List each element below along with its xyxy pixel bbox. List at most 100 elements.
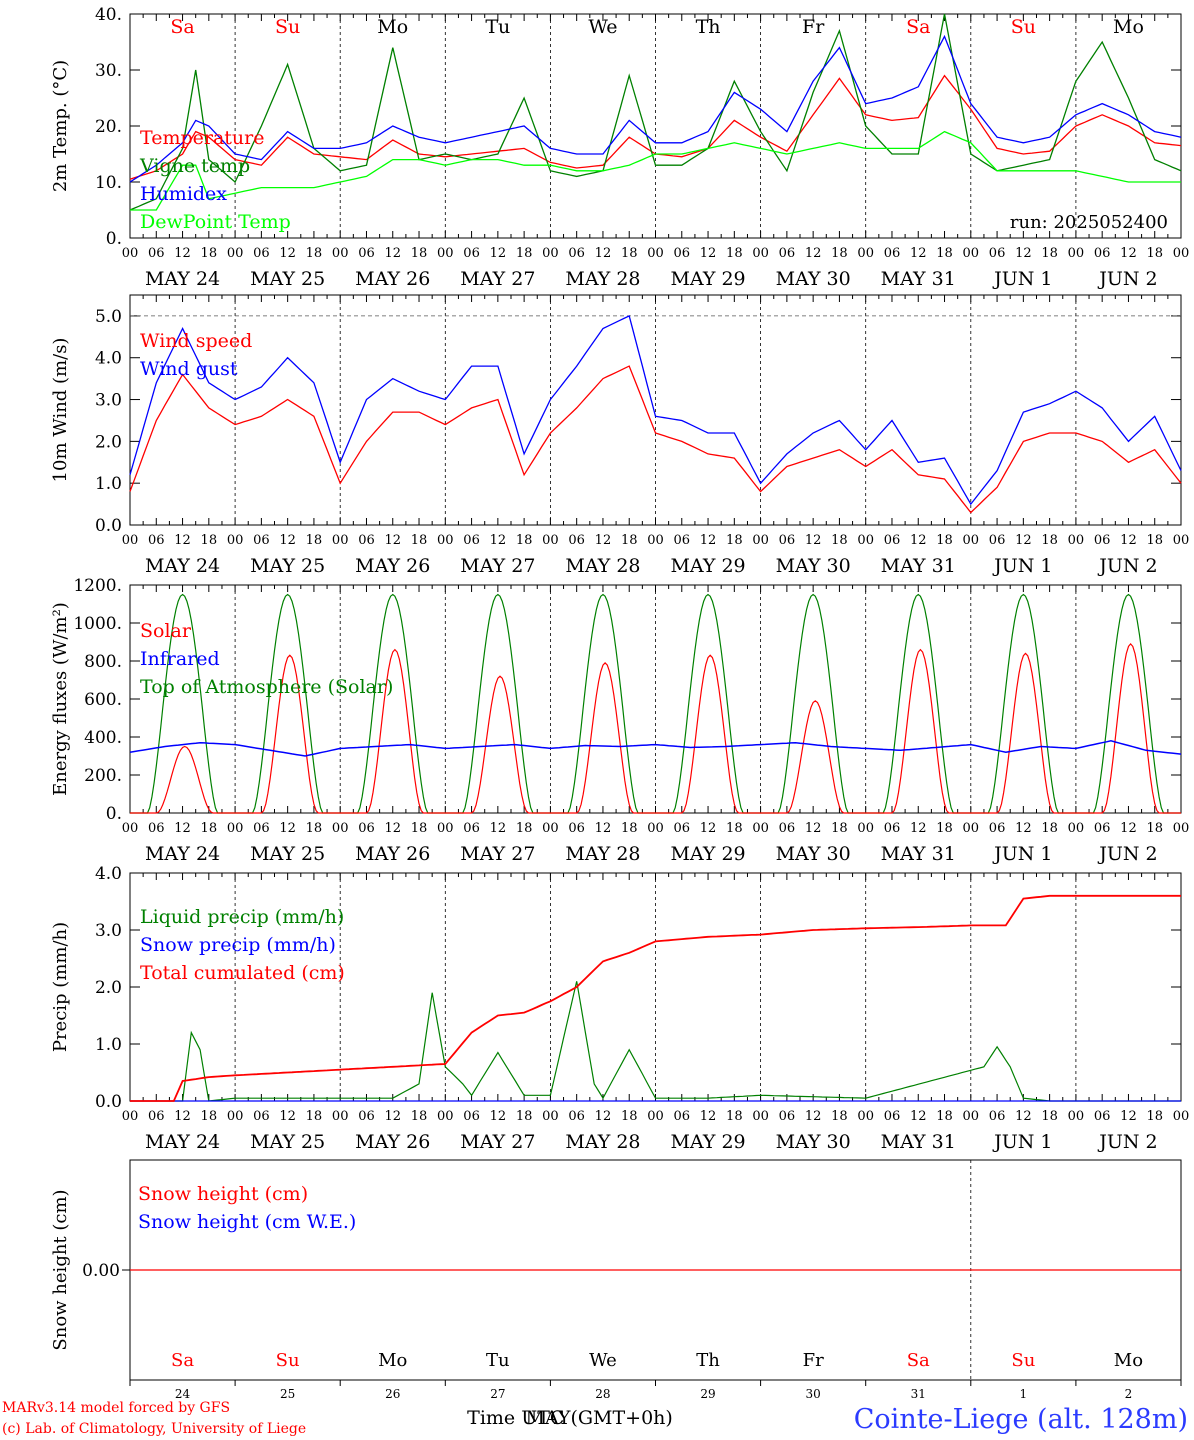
hour-tick-label: 12 — [1015, 1109, 1032, 1124]
hour-tick-label: 12 — [1015, 533, 1032, 548]
date-label: MAY 27 — [460, 843, 535, 865]
hour-tick-label: 06 — [253, 821, 270, 836]
hour-tick-label: 00 — [437, 1109, 454, 1124]
hour-tick-label: 12 — [805, 533, 822, 548]
hour-tick-label: 00 — [752, 1109, 769, 1124]
weekday-label: Mo — [1114, 1350, 1143, 1371]
date-label: MAY 27 — [460, 555, 535, 577]
hour-tick-label: 12 — [910, 246, 927, 261]
hour-tick-label: 00 — [1068, 1109, 1085, 1124]
series-line-liquid-precip-mm-h- — [130, 981, 1181, 1102]
hour-tick-label: 18 — [1146, 1109, 1163, 1124]
hour-tick-label: 12 — [384, 533, 401, 548]
date-label: MAY 24 — [145, 555, 220, 577]
hour-tick-label: 00 — [542, 246, 559, 261]
y-axis-label: Snow height (cm) — [50, 1189, 71, 1350]
date-label: MAY 26 — [355, 843, 430, 865]
lab-credit: (c) Lab. of Climatology, University of L… — [2, 1421, 306, 1437]
legend-entry: Total cumulated (cm) — [140, 962, 345, 984]
hour-tick-label: 18 — [411, 533, 428, 548]
y-axis-label: 2m Temp. (°C) — [50, 60, 71, 192]
hour-tick-label: 18 — [516, 821, 533, 836]
hour-tick-label: 12 — [384, 821, 401, 836]
date-label: MAY 29 — [670, 843, 745, 865]
y-tick-label: 5.0 — [95, 307, 122, 327]
weekday-label: Tu — [485, 16, 510, 38]
month-label: MAY — [526, 1407, 571, 1429]
hour-tick-label: 06 — [463, 821, 480, 836]
day-number-label: 26 — [385, 1387, 400, 1401]
y-tick-label: 4.0 — [95, 349, 122, 369]
hour-tick-label: 06 — [463, 1109, 480, 1124]
hour-tick-label: 12 — [174, 246, 191, 261]
hour-tick-label: 18 — [306, 1109, 323, 1124]
hour-tick-label: 12 — [1120, 1109, 1137, 1124]
hour-tick-label: 00 — [227, 821, 244, 836]
hour-tick-label: 12 — [279, 246, 296, 261]
weekday-label: Fr — [803, 1350, 824, 1371]
series-line-wind-gust — [129, 314, 1182, 506]
hour-tick-label: 00 — [752, 821, 769, 836]
hour-tick-label: 12 — [384, 1109, 401, 1124]
hour-tick-label: 12 — [700, 533, 717, 548]
hour-tick-label: 00 — [332, 1109, 349, 1124]
legend-entry: DewPoint Temp — [140, 211, 291, 233]
date-label: JUN 2 — [1097, 555, 1157, 577]
hour-tick-label: 00 — [227, 1109, 244, 1124]
run-label: run: 2025052400 — [1010, 212, 1168, 233]
hour-tick-label: 18 — [831, 533, 848, 548]
hour-tick-label: 06 — [779, 1109, 796, 1124]
hour-tick-label: 18 — [306, 533, 323, 548]
hour-tick-label: 06 — [884, 1109, 901, 1124]
weekday-label: Mo — [377, 16, 408, 38]
hour-tick-label: 06 — [989, 246, 1006, 261]
hour-tick-label: 18 — [516, 533, 533, 548]
legend-entry: Vigne temp — [139, 155, 250, 177]
panel-1-frame — [129, 13, 1182, 239]
y-tick-label: 2.0 — [95, 432, 122, 452]
hour-tick-label: 06 — [674, 1109, 691, 1124]
hour-tick-label: 00 — [752, 533, 769, 548]
y-axis-label: Energy fluxes (W/m²) — [50, 602, 71, 796]
hour-tick-label: 00 — [332, 533, 349, 548]
y-tick-label: 1200. — [73, 576, 122, 596]
hour-tick-label: 00 — [963, 1109, 980, 1124]
weekday-label: Mo — [1113, 16, 1144, 38]
hour-tick-label: 18 — [411, 821, 428, 836]
y-tick-label: 0.00 — [82, 1261, 120, 1281]
hour-tick-label: 12 — [595, 821, 612, 836]
day-number-label: 27 — [490, 1387, 505, 1401]
hour-tick-label: 12 — [805, 821, 822, 836]
hour-tick-label: 12 — [1120, 821, 1137, 836]
hour-tick-label: 12 — [384, 246, 401, 261]
hour-tick-label: 18 — [621, 246, 638, 261]
hour-tick-label: 12 — [1120, 533, 1137, 548]
hour-tick-label: 06 — [1094, 246, 1111, 261]
weekday-label: Sa — [171, 1350, 194, 1371]
hour-tick-label: 18 — [201, 246, 218, 261]
hour-tick-label: 00 — [1173, 1109, 1190, 1124]
hour-tick-label: 00 — [1068, 533, 1085, 548]
date-label: JUN 1 — [992, 1131, 1052, 1153]
y-tick-label: 4.0 — [95, 864, 122, 884]
date-label: MAY 24 — [145, 1131, 220, 1153]
hour-tick-label: 06 — [568, 533, 585, 548]
hour-tick-label: 12 — [174, 533, 191, 548]
hour-tick-label: 06 — [253, 1109, 270, 1124]
hour-tick-label: 06 — [1094, 821, 1111, 836]
y-tick-label: 0. — [106, 229, 122, 249]
hour-tick-label: 06 — [674, 246, 691, 261]
y-tick-label: 200. — [84, 766, 122, 786]
hour-tick-label: 18 — [621, 821, 638, 836]
hour-tick-label: 06 — [358, 533, 375, 548]
hour-tick-label: 18 — [936, 821, 953, 836]
y-tick-label: 0. — [106, 804, 122, 824]
hour-tick-label: 12 — [700, 1109, 717, 1124]
day-number-label: 30 — [806, 1387, 821, 1401]
hour-tick-label: 12 — [910, 1109, 927, 1124]
weekday-label: We — [589, 1350, 617, 1371]
y-tick-label: 0.0 — [95, 516, 122, 536]
weekday-label: Mo — [378, 1350, 407, 1371]
hour-tick-label: 00 — [1068, 246, 1085, 261]
